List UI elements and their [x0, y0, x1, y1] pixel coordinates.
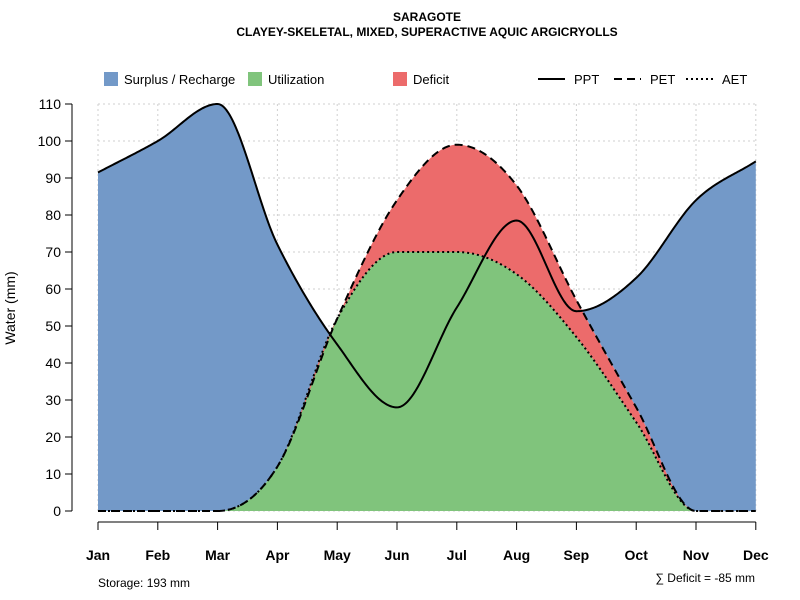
areas: [98, 104, 756, 511]
y-tick-label: 100: [38, 133, 62, 149]
month-label-mar: Mar: [205, 547, 230, 563]
legend-label: Utilization: [268, 72, 324, 87]
y-tick-label: 0: [53, 503, 61, 519]
storage-note: Storage: 193 mm: [98, 576, 190, 590]
pet-line: [98, 143, 756, 512]
legend-swatch: [104, 72, 118, 86]
y-tick-label: 10: [45, 466, 61, 482]
legend-swatch: [393, 72, 407, 86]
month-label-oct: Oct: [625, 547, 649, 563]
axes: 0 10 20 30 40 50 60 70 80 90 100 110 Jan Feb Mar Apr May…: [38, 96, 769, 563]
month-label-feb: Feb: [145, 547, 170, 563]
y-tick-label: 70: [45, 244, 61, 260]
month-label-jun: Jun: [385, 547, 410, 563]
chart-subtitle: CLAYEY-SKELETAL, MIXED, SUPERACTIVE AQUI…: [236, 25, 617, 39]
month-label-apr: Apr: [265, 547, 290, 563]
month-label-may: May: [324, 547, 351, 563]
legend-label: Deficit: [413, 72, 450, 87]
y-tick-label: 40: [45, 355, 61, 371]
y-axis-label: Water (mm): [2, 271, 18, 344]
legend-label: Surplus / Recharge: [124, 72, 235, 87]
y-tick-label: 50: [45, 318, 61, 334]
month-label-aug: Aug: [503, 547, 530, 563]
legend-swatch: [248, 72, 262, 86]
series-lines: [97, 102, 757, 512]
month-label-nov: Nov: [683, 547, 710, 563]
y-tick-label: 90: [45, 170, 61, 186]
y-tick-label: 80: [45, 207, 61, 223]
deficit-note: ∑ Deficit = -85 mm: [655, 571, 755, 585]
month-label-jul: Jul: [447, 547, 467, 563]
legend-label: PET: [650, 72, 675, 87]
y-tick-label: 60: [45, 281, 61, 297]
ppt-line: [97, 102, 757, 409]
y-tick-label: 20: [45, 429, 61, 445]
month-label-sep: Sep: [564, 547, 590, 563]
utilization-area: [98, 252, 756, 511]
month-label-jan: Jan: [86, 547, 110, 563]
month-label-dec: Dec: [743, 547, 769, 563]
legend: Surplus / Recharge Utilization Deficit PPT P…: [104, 72, 747, 87]
chart-title: SARAGOTE: [393, 10, 461, 24]
legend-label: AET: [722, 72, 747, 87]
deficit-area: [98, 144, 756, 511]
y-tick-label: 30: [45, 392, 61, 408]
y-tick-label: 110: [39, 96, 62, 112]
legend-label: PPT: [574, 72, 599, 87]
